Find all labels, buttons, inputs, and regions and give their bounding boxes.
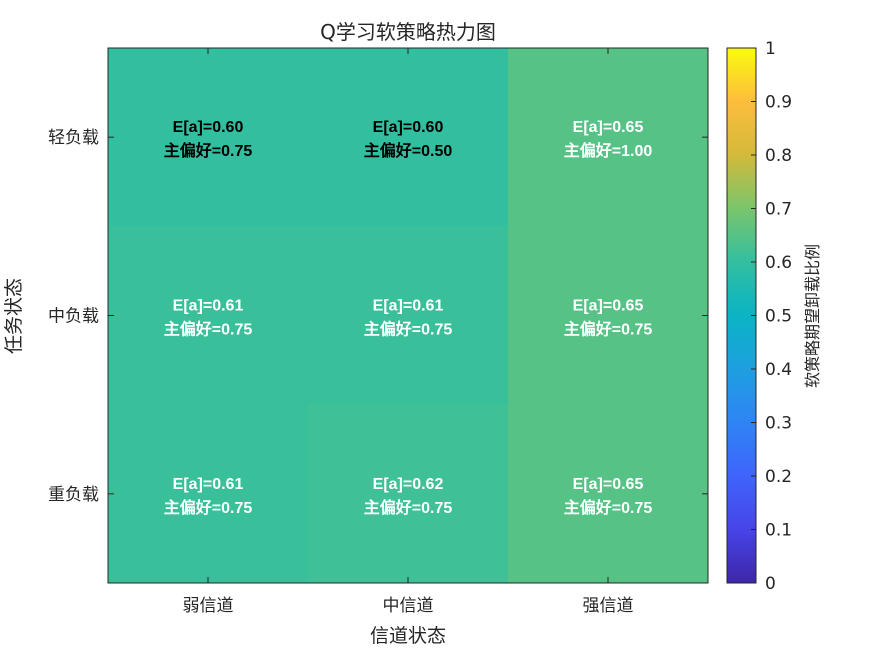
heatmap-cell-r1-c0	[108, 226, 309, 406]
colorbar-ticks: 0 0.1 0.2 0.3 0.4 0.5 0.6 0.7 0.8 0.9 1	[751, 39, 792, 594]
heatmap-cell-r1-c2	[508, 226, 709, 406]
colorbar-tick-label: 0.4	[765, 360, 792, 380]
heatmap-cell-r0-c2	[508, 48, 709, 227]
cell-expectation-label-r0-c0: E[a]=0.60	[173, 119, 244, 136]
cell-expectation-label-r0-c2: E[a]=0.65	[573, 119, 644, 136]
cell-preference-label-r2-c1: 主偏好=0.75	[364, 498, 453, 517]
colorbar-tick-label: 1	[765, 39, 776, 59]
colorbar-label: 软策略期望卸载比例	[803, 244, 822, 388]
y-tick-label: 重负载	[48, 485, 99, 505]
heatmap-cell-r0-c1	[308, 48, 509, 227]
cell-expectation-label-r1-c1: E[a]=0.61	[373, 298, 444, 315]
cell-expectation-label-r2-c0: E[a]=0.61	[173, 476, 244, 493]
cell-preference-label-r0-c1: 主偏好=0.50	[364, 141, 453, 160]
cell-expectation-label-r0-c1: E[a]=0.60	[373, 119, 444, 136]
heatmap-cell-labels: E[a]=0.60 主偏好=0.75 E[a]=0.60 主偏好=0.50 E[a]=0…	[164, 119, 653, 517]
colorbar-tick-label: 0.5	[765, 307, 792, 327]
cell-preference-label-r1-c1: 主偏好=0.75	[364, 320, 453, 339]
y-tick-label: 轻负载	[48, 128, 99, 148]
colorbar-tick-label: 0.6	[765, 253, 792, 273]
x-axis-label: 信道状态	[370, 625, 446, 647]
colorbar-tick-label: 0.9	[765, 93, 792, 113]
chart-title: Q学习软策略热力图	[320, 20, 496, 44]
heatmap-cell-r2-c1	[308, 404, 509, 584]
y-tick-label: 中负载	[48, 307, 99, 327]
colorbar-tick-label: 0.2	[765, 467, 792, 487]
heatmap-cell-r1-c1	[308, 226, 509, 406]
colorbar-tick-label: 0.3	[765, 414, 792, 434]
heatmap-cell-r0-c0	[108, 48, 309, 227]
colorbar-tick-label: 0.8	[765, 146, 792, 166]
x-tick-label: 强信道	[583, 596, 634, 616]
colorbar-tick-label: 0	[765, 574, 776, 594]
cell-expectation-label-r2-c2: E[a]=0.65	[573, 476, 644, 493]
cell-expectation-label-r2-c1: E[a]=0.62	[373, 476, 444, 493]
cell-preference-label-r0-c0: 主偏好=0.75	[164, 141, 253, 160]
heatmap-cell-r2-c0	[108, 404, 309, 584]
heatmap-cell-r2-c2	[508, 404, 709, 584]
x-tick-label: 中信道	[383, 596, 434, 616]
cell-preference-label-r1-c0: 主偏好=0.75	[164, 320, 253, 339]
cell-preference-label-r1-c2: 主偏好=0.75	[564, 320, 653, 339]
cell-expectation-label-r1-c2: E[a]=0.65	[573, 298, 644, 315]
axis-ticks	[108, 48, 708, 583]
colorbar-tick-label: 0.1	[765, 521, 792, 541]
x-tick-label: 弱信道	[183, 596, 234, 616]
colorbar-tick-label: 0.7	[765, 200, 792, 220]
heatmap-cells	[108, 48, 709, 584]
cell-preference-label-r0-c2: 主偏好=1.00	[564, 141, 653, 160]
cell-preference-label-r2-c2: 主偏好=0.75	[564, 498, 653, 517]
x-tick-labels: 弱信道 中信道 强信道	[183, 596, 634, 616]
cell-preference-label-r2-c0: 主偏好=0.75	[164, 498, 253, 517]
cell-expectation-label-r1-c0: E[a]=0.61	[173, 298, 244, 315]
y-axis-label: 任务状态	[3, 278, 25, 354]
